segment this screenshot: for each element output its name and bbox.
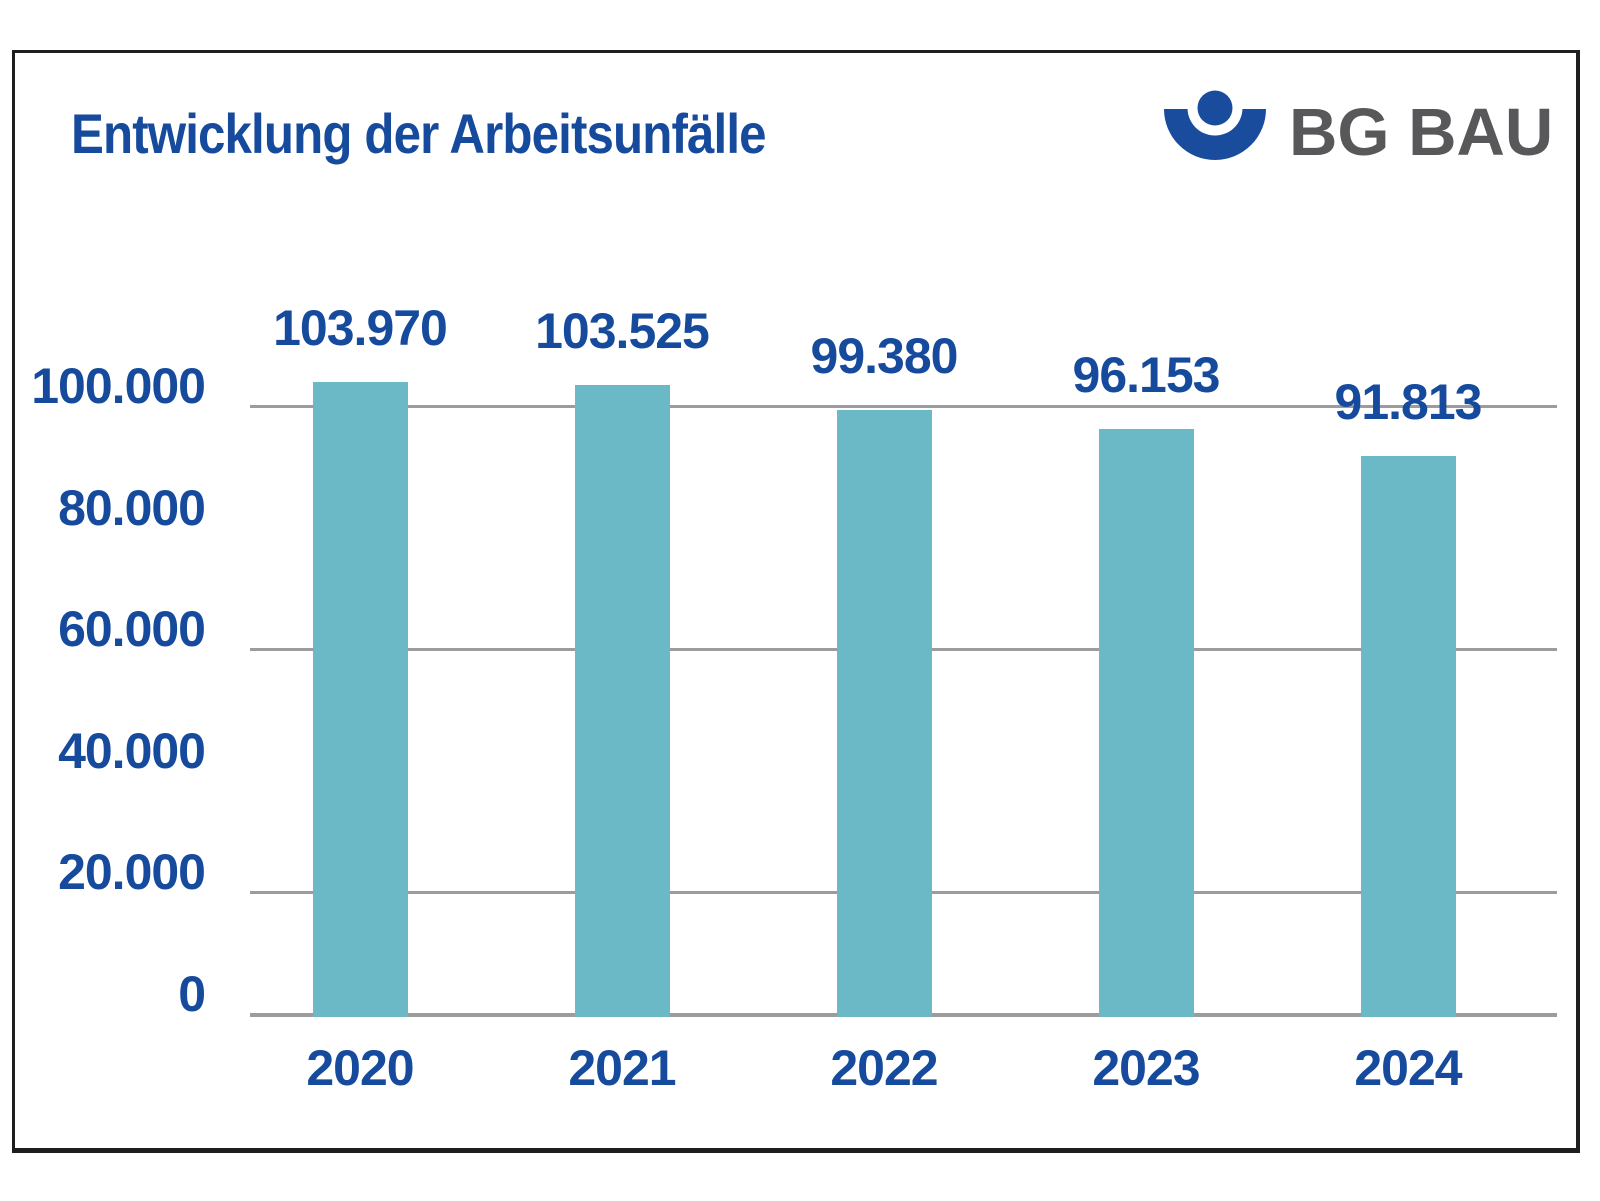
- x-axis-tick-label: 2022: [830, 1040, 938, 1096]
- bar: [836, 410, 932, 1017]
- bar: [1098, 429, 1194, 1017]
- y-axis-tick-label: 20.000: [58, 844, 206, 900]
- dguv-person-icon: [1164, 87, 1266, 160]
- bar: [574, 385, 670, 1017]
- bg-bau-logo: BG BAU: [1163, 87, 1553, 171]
- bar-value-label: 103.525: [535, 303, 710, 359]
- chart-frame: Entwicklung der Arbeitsunfälle BG BAU 10…: [12, 50, 1580, 1153]
- bar-chart-plot-area: 100.000 80.000 60.000 40.000 20.000 0 103.970 2…: [15, 53, 1577, 1148]
- x-axis-tick-label: 2024: [1354, 1040, 1462, 1096]
- y-axis-tick-label: 60.000: [58, 601, 206, 657]
- gridline: [250, 405, 1557, 408]
- brand-name: BG BAU: [1289, 95, 1554, 170]
- x-axis-tick-label: 2021: [568, 1040, 676, 1096]
- bar-value-label: 91.813: [1334, 374, 1483, 430]
- y-axis-tick-label: 80.000: [58, 480, 206, 536]
- page-title: Entwicklung der Arbeitsunfälle: [71, 102, 767, 165]
- y-axis-tick-label: 0: [178, 966, 206, 1022]
- bar-value-label: 96.153: [1072, 347, 1221, 403]
- y-axis-tick-label: 40.000: [58, 723, 206, 779]
- x-axis-tick-label: 2020: [306, 1040, 414, 1096]
- bar-value-label: 103.970: [273, 300, 448, 356]
- bar: [1360, 456, 1456, 1017]
- bar: [312, 382, 408, 1017]
- bar-value-label: 99.380: [810, 328, 959, 384]
- y-axis-tick-label: 100.000: [31, 358, 206, 414]
- x-axis-tick-label: 2023: [1092, 1040, 1200, 1096]
